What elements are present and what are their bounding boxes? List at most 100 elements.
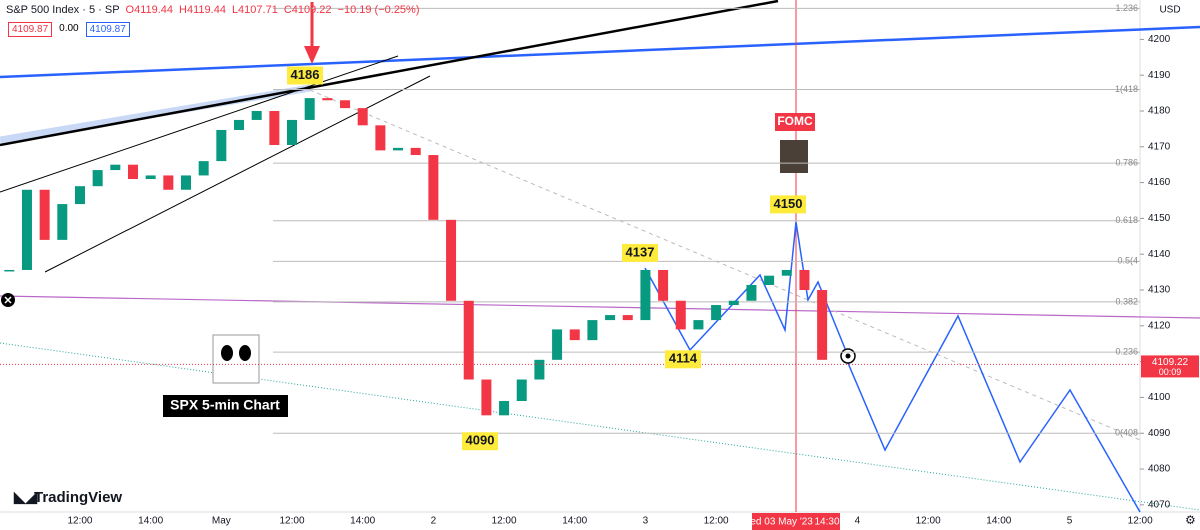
annotation-box [287,66,323,85]
fib-label: 1.236 [1115,3,1138,13]
candle [127,164,138,180]
candle [287,119,298,146]
candle [92,170,103,187]
candle [799,269,810,291]
countdown: 00:09 [1159,367,1182,377]
candle [446,219,457,301]
brand: TradingView [34,489,122,506]
candle [711,305,722,321]
close-x [4,296,12,304]
logo-ear [239,345,251,361]
x-tick-label: 2 [431,516,437,527]
annotation-box [622,243,658,262]
crosshair-time: 14:30 [814,517,839,528]
fib-label: 0.786 [1115,157,1138,167]
x-tick-label: 5 [1067,516,1073,527]
support-line [0,295,1200,319]
last-price-box [1141,355,1199,378]
x-tick-label: 14:00 [986,516,1011,527]
label-box [163,395,288,417]
y-tick-label: 4190 [1148,70,1171,81]
x-tick-label: 12:00 [67,516,92,527]
arrow-head [304,46,320,64]
channel-line [0,55,399,193]
quote-boxes: 4109.87 0.00 4109.87 [8,22,130,37]
candle [322,98,333,101]
annotation-box [770,195,806,214]
y-tick-label: 4200 [1148,34,1171,45]
symbol[interactable]: S&P 500 Index · 5 · SP [6,4,120,16]
crosshair-box [752,513,840,530]
currency: USD [1159,5,1180,16]
x-tick-label: 12:00 [1128,516,1153,527]
candle [552,329,563,360]
candle [410,147,421,156]
photo [780,140,808,173]
projection [844,314,1141,513]
y-tick-label: 4070 [1148,499,1171,510]
channel-line [44,75,431,273]
fib-label: 0(408 [1115,428,1138,438]
fib-label: 0.382 [1115,296,1138,306]
x-tick-label: 12:00 [916,516,941,527]
brand-logo: ◣◢ [13,489,38,506]
chart-label: SPX 5-min Chart [170,397,280,413]
candle [110,164,121,171]
candle [145,175,156,180]
candle [764,275,775,286]
ohlc: L4107.71 [231,4,278,16]
x-tick-label: 14:00 [138,516,163,527]
settings-icon[interactable]: ⚙ [1185,513,1196,527]
candle [728,300,739,306]
candle [516,379,527,402]
ohlc: H4119.44 [179,4,226,16]
candle [357,108,368,126]
y-tick-label: 4120 [1148,320,1171,331]
candle [181,175,191,190]
y-tick-label: 4150 [1148,213,1171,224]
x-tick-label: 12:00 [280,516,305,527]
candle [74,186,85,205]
candle [499,401,510,416]
fib-label: 0.5(4 [1117,256,1138,266]
event-box [775,113,815,131]
ohlc: C4109.22 [283,4,332,16]
candle [693,320,704,330]
x-tick-label: 14:00 [562,516,587,527]
last-price: 4109.22 [1152,357,1189,368]
candle [675,300,686,330]
annotation: 4150 [774,196,803,211]
candle [622,315,633,321]
drawings [0,0,1200,513]
candle [658,269,669,301]
ohlc: −10.19 (−0.25%) [337,4,420,16]
candle [746,285,757,301]
fib-label: 0.236 [1115,346,1138,356]
candle [198,161,209,176]
candle [605,315,616,321]
event-label: FOMC [777,114,813,128]
candle [569,329,580,341]
price-axis [1140,0,1200,530]
candle [375,125,386,151]
bid[interactable]: 4109.87 [8,22,53,37]
annotation-box [462,432,498,451]
x-tick-label: 3 [643,516,649,527]
x-tick-label: May [212,516,231,527]
x-tick-label: 14:00 [350,516,375,527]
y-tick-label: 4170 [1148,141,1171,152]
annotation: 4114 [669,351,698,366]
x-tick-label: 12:00 [704,516,729,527]
candle [57,204,68,240]
candle [428,155,439,220]
x-tick-label: 12:00 [492,516,517,527]
candle [163,175,174,190]
candle [216,129,227,162]
eye-pupil [845,353,851,359]
trendline [0,0,779,147]
ask[interactable]: 4109.87 [85,22,130,37]
candle [817,290,828,360]
candle [393,147,404,151]
